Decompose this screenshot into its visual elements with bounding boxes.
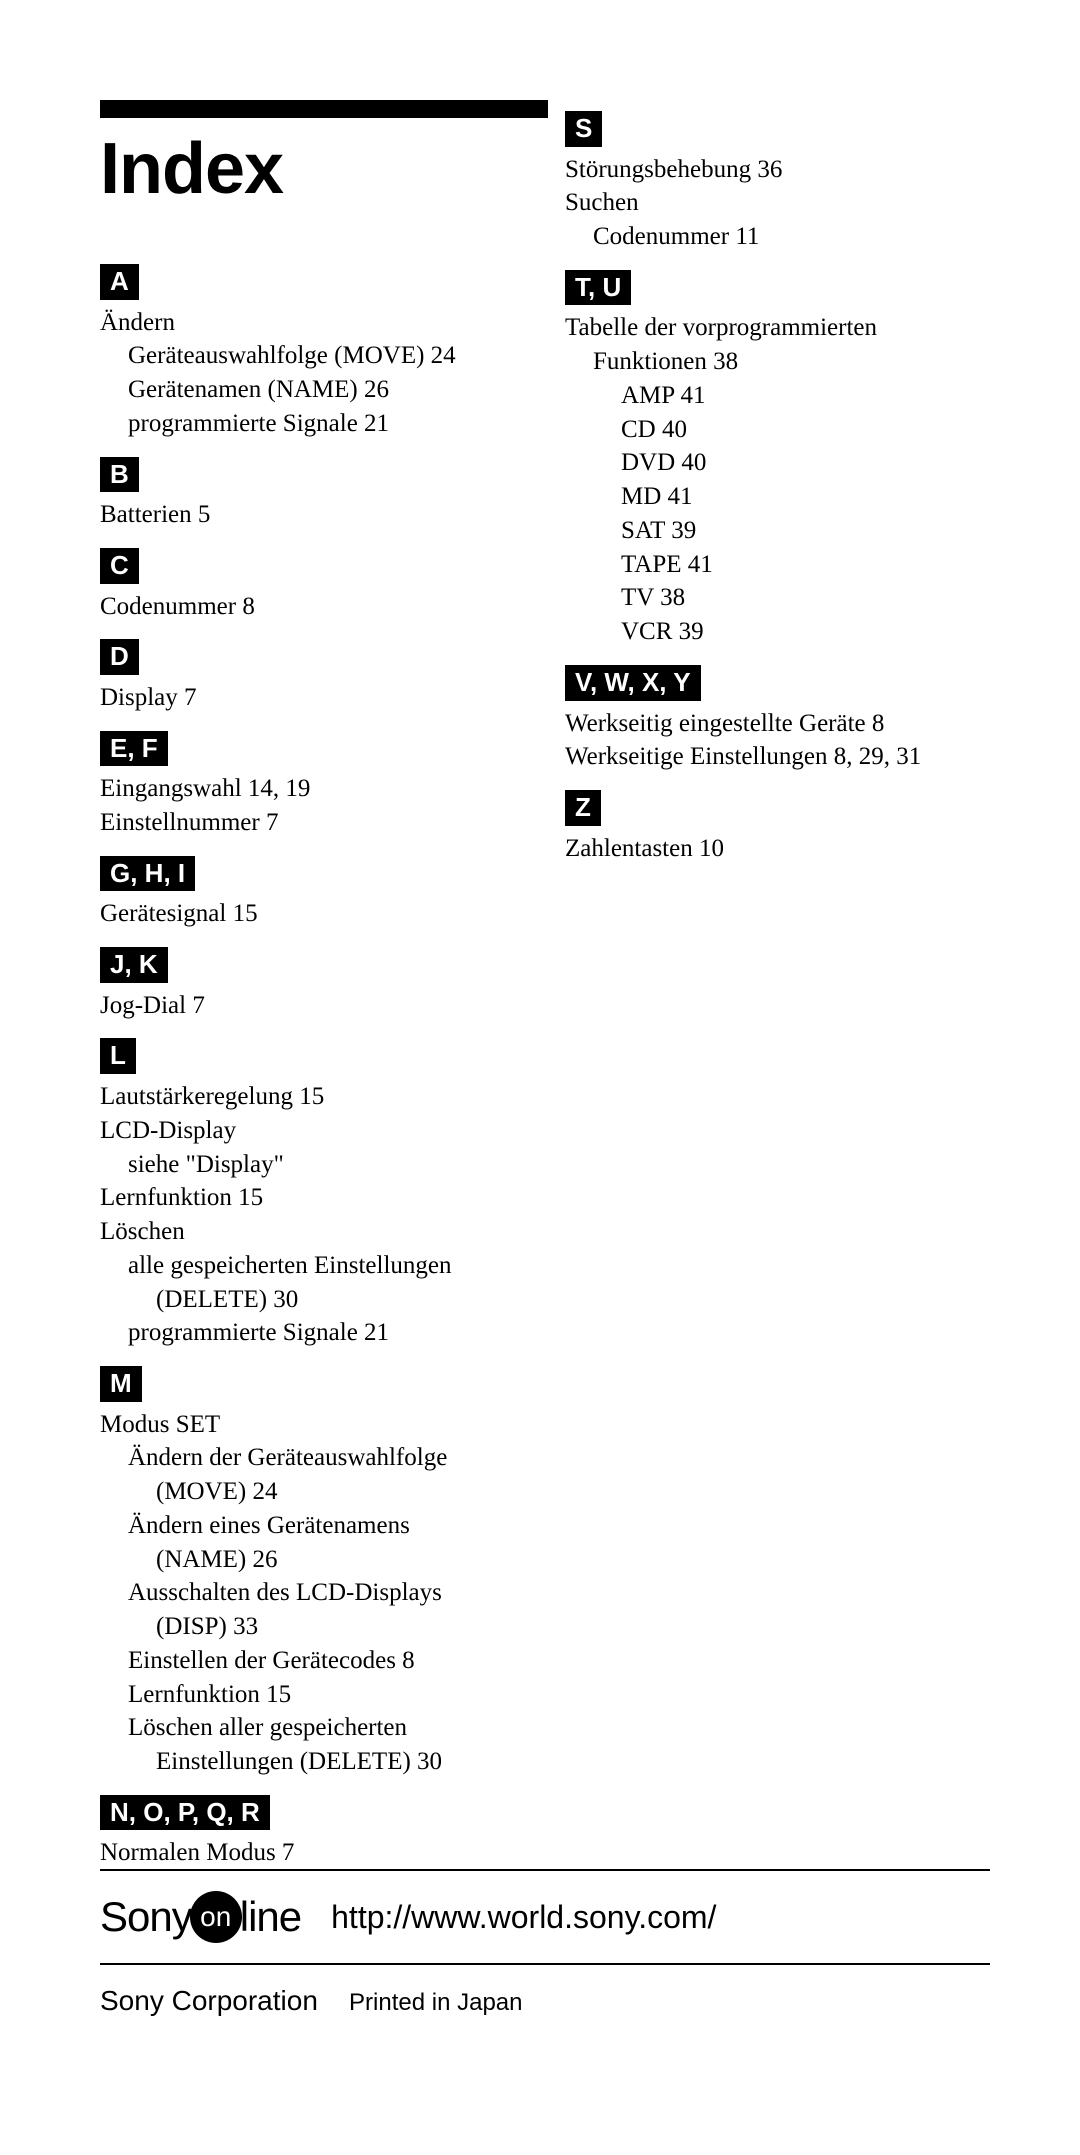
sony-online-logo: Sony on line: [100, 1891, 301, 1943]
index-entry: VCR 39: [565, 615, 990, 649]
section-label-S: S: [565, 111, 602, 147]
index-entry: TAPE 41: [565, 548, 990, 582]
right-column: S Störungsbehebung 36SuchenCodenummer 11 T…: [565, 95, 990, 1870]
section-label-VWXY: V, W, X, Y: [565, 665, 701, 701]
printed-in: Printed in Japan: [349, 1989, 522, 2016]
section-entries-A: ÄndernGeräteauswahlfolge (MOVE) 24Geräte…: [100, 306, 525, 441]
index-entry: Löschen: [100, 1215, 525, 1249]
sony-text: Sony: [100, 1893, 192, 1941]
index-entry: Display 7: [100, 681, 525, 715]
section-entries-L: Lautstärkeregelung 15LCD-Displaysiehe "D…: [100, 1080, 525, 1350]
section-label-NOPQR: N, O, P, Q, R: [100, 1795, 270, 1831]
index-entry: Modus SET: [100, 1408, 525, 1442]
index-entry: (DELETE) 30: [100, 1283, 525, 1317]
footer-url: http://www.world.sony.com/: [331, 1899, 716, 1936]
index-entry: TV 38: [565, 581, 990, 615]
index-entry: Suchen: [565, 186, 990, 220]
section-label-A: A: [100, 264, 139, 300]
section-label-B: B: [100, 457, 139, 493]
index-entry: Lernfunktion 15: [100, 1678, 525, 1712]
footer-divider-top: [100, 1869, 990, 1871]
section-label-Z: Z: [565, 790, 601, 826]
index-entry: CD 40: [565, 413, 990, 447]
index-entry: Gerätenamen (NAME) 26: [100, 373, 525, 407]
index-entry: Normalen Modus 7: [100, 1836, 525, 1870]
index-entry: DVD 40: [565, 446, 990, 480]
section-label-L: L: [100, 1038, 136, 1074]
index-entry: Ändern eines Gerätenamens: [100, 1509, 525, 1543]
section-entries-D: Display 7: [100, 681, 525, 715]
index-entry: Tabelle der vorprogrammierten: [565, 311, 990, 345]
section-entries-GHI: Gerätesignal 15: [100, 897, 525, 931]
index-entry: AMP 41: [565, 379, 990, 413]
index-entry: (NAME) 26: [100, 1543, 525, 1577]
line-text: line: [240, 1893, 301, 1941]
section-entries-NOPQR: Normalen Modus 7: [100, 1836, 525, 1870]
section-entries-S: Störungsbehebung 36SuchenCodenummer 11: [565, 153, 990, 254]
index-entry: Werkseitig eingestellte Geräte 8: [565, 707, 990, 741]
section-entries-C: Codenummer 8: [100, 590, 525, 624]
section-entries-VWXY: Werkseitig eingestellte Geräte 8Werkseit…: [565, 707, 990, 775]
footer-row-corp: Sony Corporation Printed in Japan: [100, 1985, 990, 2017]
index-entry: MD 41: [565, 480, 990, 514]
left-column: AÄndernGeräteauswahlfolge (MOVE) 24Gerät…: [100, 248, 525, 1870]
index-entry: Löschen aller gespeicherten: [100, 1711, 525, 1745]
index-entry: Codenummer 8: [100, 590, 525, 624]
index-entry: (DISP) 33: [100, 1610, 525, 1644]
footer-divider-bottom: [100, 1963, 990, 1965]
index-entry: Zahlentasten 10: [565, 832, 990, 866]
footer: Sony on line http://www.world.sony.com/ …: [100, 1869, 990, 2017]
index-entry: Lautstärkeregelung 15: [100, 1080, 525, 1114]
index-entry: Einstellungen (DELETE) 30: [100, 1745, 525, 1779]
section-label-M: M: [100, 1366, 142, 1402]
section-entries-Z: Zahlentasten 10: [565, 832, 990, 866]
section-entries-JK: Jog-Dial 7: [100, 989, 525, 1023]
index-entry: Geräteauswahlfolge (MOVE) 24: [100, 339, 525, 373]
section-label-EF: E, F: [100, 731, 168, 767]
page: Index AÄndernGeräteauswahlfolge (MOVE) 2…: [0, 0, 1080, 1870]
section-label-D: D: [100, 639, 139, 675]
title-bar: [100, 100, 548, 118]
index-entry: alle gespeicherten Einstellungen: [100, 1249, 525, 1283]
index-entry: Batterien 5: [100, 498, 525, 532]
section-label-TU: T, U: [565, 270, 631, 306]
index-entry: programmierte Signale 21: [100, 1316, 525, 1350]
index-entry: Lernfunktion 15: [100, 1181, 525, 1215]
index-entry: Ausschalten des LCD-Displays: [100, 1576, 525, 1610]
on-circle-icon: on: [190, 1891, 242, 1943]
corp-name: Sony Corporation: [100, 1985, 318, 2016]
index-entry: (MOVE) 24: [100, 1475, 525, 1509]
section-entries-B: Batterien 5: [100, 498, 525, 532]
index-entry: Funktionen 38: [565, 345, 990, 379]
index-entry: Codenummer 11: [565, 220, 990, 254]
section-label-JK: J, K: [100, 947, 168, 983]
index-entry: Einstellen der Gerätecodes 8: [100, 1644, 525, 1678]
section-label-GHI: G, H, I: [100, 856, 195, 892]
index-entry: Eingangswahl 14, 19: [100, 772, 525, 806]
section-entries-M: Modus SETÄndern der Geräteauswahlfolge(M…: [100, 1408, 525, 1779]
index-entry: Jog-Dial 7: [100, 989, 525, 1023]
index-entry: programmierte Signale 21: [100, 407, 525, 441]
index-entry: Störungsbehebung 36: [565, 153, 990, 187]
index-entry: Ändern: [100, 306, 525, 340]
index-entry: siehe "Display": [100, 1148, 525, 1182]
index-entry: LCD-Display: [100, 1114, 525, 1148]
index-columns: AÄndernGeräteauswahlfolge (MOVE) 24Gerät…: [100, 248, 990, 1870]
index-entry: Einstellnummer 7: [100, 806, 525, 840]
section-label-C: C: [100, 548, 139, 584]
section-entries-TU: Tabelle der vorprogrammiertenFunktionen …: [565, 311, 990, 649]
footer-row-online: Sony on line http://www.world.sony.com/: [100, 1891, 990, 1943]
section-entries-EF: Eingangswahl 14, 19Einstellnummer 7: [100, 772, 525, 840]
index-entry: SAT 39: [565, 514, 990, 548]
index-entry: Gerätesignal 15: [100, 897, 525, 931]
index-entry: Ändern der Geräteauswahlfolge: [100, 1441, 525, 1475]
index-entry: Werkseitige Einstellungen 8, 29, 31: [565, 740, 990, 774]
